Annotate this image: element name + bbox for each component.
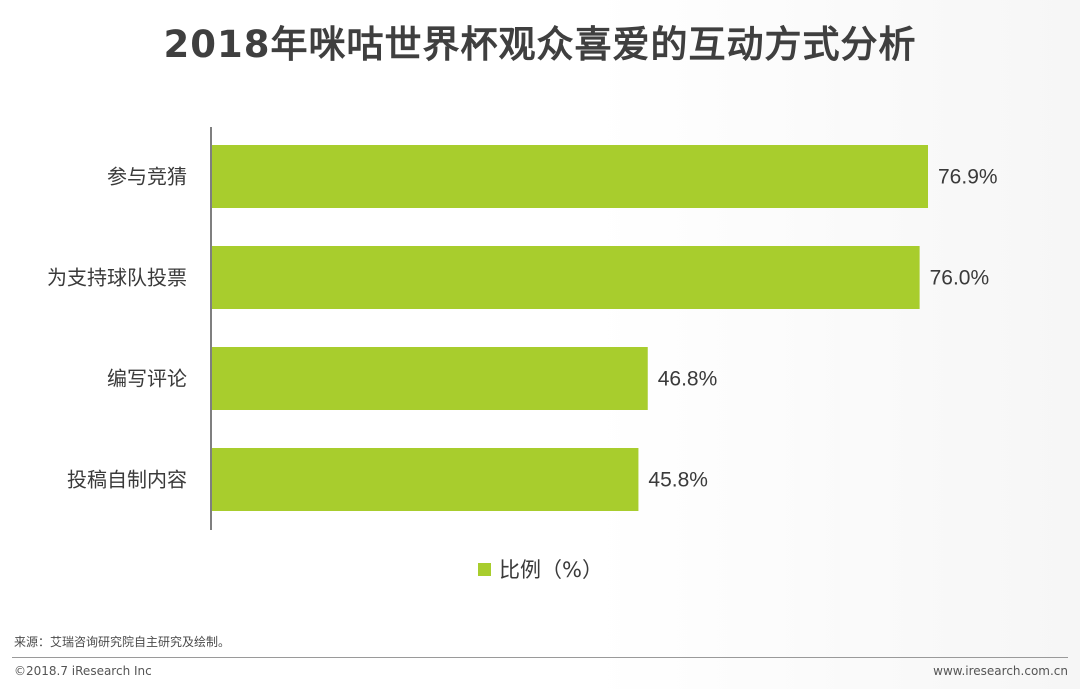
legend-swatch <box>478 562 491 576</box>
bar <box>212 246 920 309</box>
bar <box>212 347 648 410</box>
legend: 比例（%） <box>478 556 603 582</box>
data-label: 76.0% <box>930 267 990 290</box>
data-label: 45.8% <box>648 469 708 492</box>
legend-label: 比例（%） <box>499 558 603 582</box>
category-label: 投稿自制内容 <box>67 468 187 492</box>
chart-title: 2018年咪咕世界杯观众喜爱的互动方式分析 <box>163 23 917 66</box>
bar <box>212 448 639 511</box>
category-label: 参与竞猜 <box>107 165 187 189</box>
data-label: 46.8% <box>658 368 718 391</box>
category-label: 为支持球队投票 <box>47 266 187 290</box>
website-link[interactable]: www.iresearch.com.cn <box>933 664 1068 678</box>
data-label: 76.9% <box>938 166 998 189</box>
copyright: ©2018.7 iResearch Inc <box>14 664 152 678</box>
source-note: 来源：艾瑞咨询研究院自主研究及绘制。 <box>14 635 231 649</box>
category-label: 编写评论 <box>107 367 187 391</box>
footer-divider <box>12 657 1068 658</box>
bar <box>212 145 928 208</box>
